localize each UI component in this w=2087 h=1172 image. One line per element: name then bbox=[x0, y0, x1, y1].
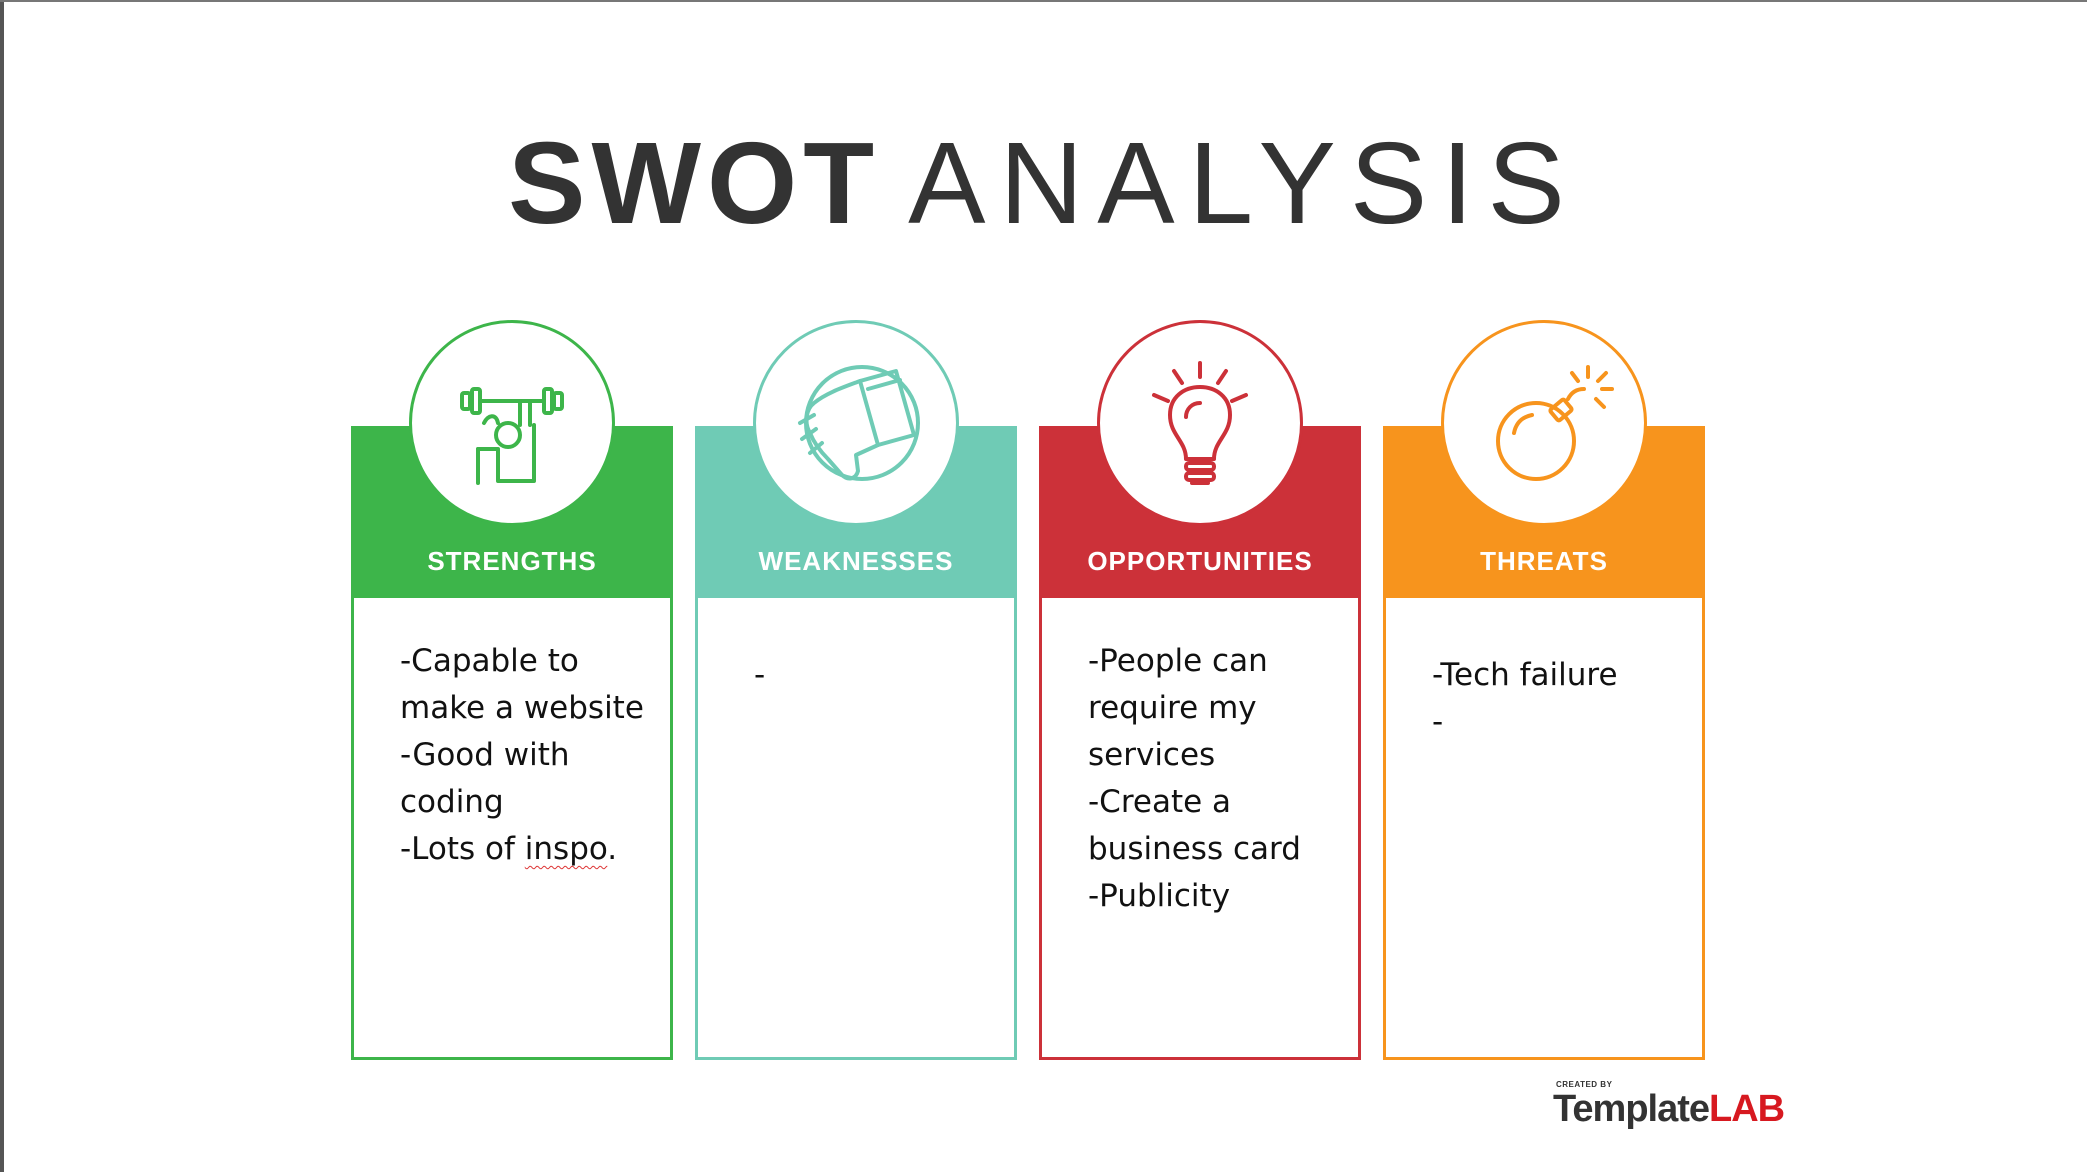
window-edge-left bbox=[0, 0, 4, 1172]
logo-template-part: Template bbox=[1553, 1088, 1710, 1130]
weaknesses-circle bbox=[753, 320, 959, 526]
strengths-circle bbox=[409, 320, 615, 526]
opportunities-circle bbox=[1097, 320, 1303, 526]
threats-label: THREATS bbox=[1480, 546, 1608, 576]
strengths-misspelled-word: inspo bbox=[524, 831, 608, 867]
thumbs-down-icon bbox=[798, 365, 920, 481]
title-light: ANALYSIS bbox=[908, 118, 1579, 248]
opportunities-text: -People can require my services -Create … bbox=[1088, 643, 1301, 914]
strengths-line-3: -Lots of bbox=[400, 831, 525, 867]
strengths-line-1: -Capable to make a website bbox=[400, 643, 644, 726]
weaknesses-body: - bbox=[695, 598, 1017, 1060]
opportunities-card: OPPORTUNITIES -People can require my ser… bbox=[1039, 320, 1361, 1060]
title-bold: SWOT bbox=[508, 118, 881, 248]
logo-wordmark: TemplateLAB bbox=[1553, 1088, 1785, 1131]
threats-circle bbox=[1441, 320, 1647, 526]
lightbulb-icon bbox=[1152, 361, 1248, 485]
opportunities-label: OPPORTUNITIES bbox=[1087, 546, 1313, 576]
strengths-body: -Capable to make a website -Good with co… bbox=[351, 598, 673, 1060]
logo-created-by: CREATED BY bbox=[1556, 1080, 1613, 1089]
strengths-line-3-suffix: . bbox=[607, 831, 618, 867]
strengths-text: -Capable to make a website -Good with co… bbox=[400, 638, 644, 873]
templatelab-logo: CREATED BY TemplateLAB bbox=[1553, 1080, 1793, 1140]
opportunities-body: -People can require my services -Create … bbox=[1039, 598, 1361, 1060]
weaknesses-card: WEAKNESSES - bbox=[695, 320, 1017, 1060]
page-title: SWOT ANALYSIS bbox=[0, 118, 2087, 248]
threats-body: -Tech failure - bbox=[1383, 598, 1705, 1060]
window-edge-top bbox=[0, 0, 2087, 2]
weaknesses-label: WEAKNESSES bbox=[758, 546, 954, 576]
weaknesses-text: - bbox=[754, 657, 766, 693]
threats-text: -Tech failure - bbox=[1432, 657, 1618, 740]
strengths-line-2: -Good with coding bbox=[400, 737, 570, 820]
logo-lab-part: LAB bbox=[1709, 1088, 1785, 1130]
bomb-icon bbox=[1496, 365, 1614, 481]
strengths-label: STRENGTHS bbox=[427, 546, 597, 576]
weightlifter-icon bbox=[460, 387, 564, 485]
threats-card: THREATS -Tech failure - bbox=[1383, 320, 1705, 1060]
strengths-card: STRENGTHS -Capable to make a website -Go… bbox=[351, 320, 673, 1060]
